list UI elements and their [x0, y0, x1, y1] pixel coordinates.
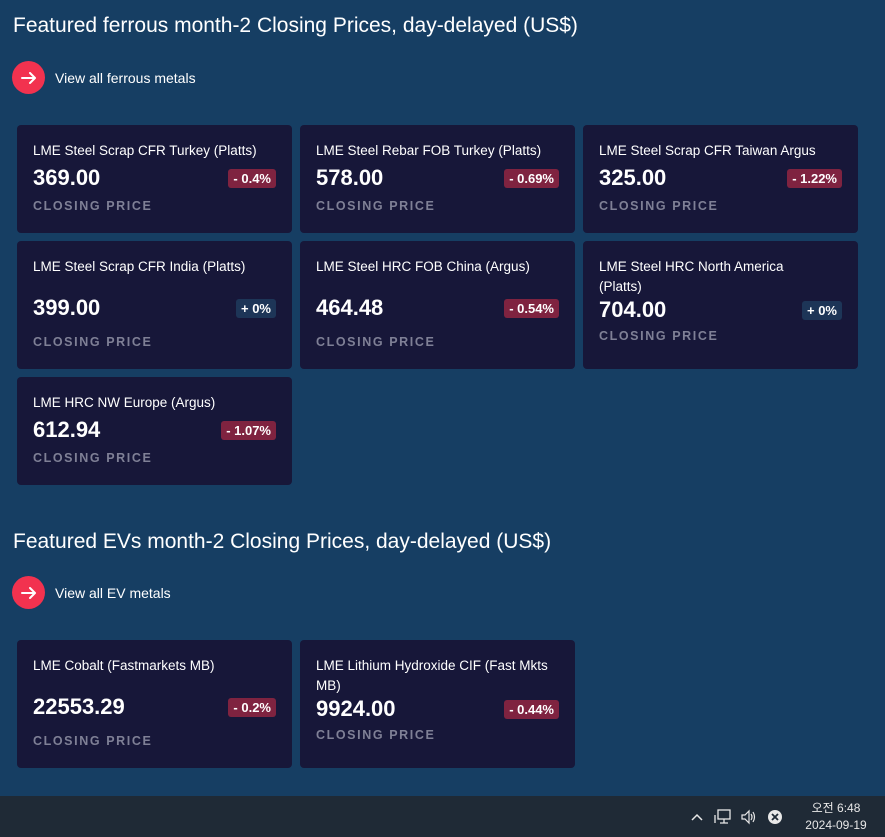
- change-badge: + 0%: [236, 298, 276, 318]
- card-name: LME Steel Scrap CFR Taiwan Argus: [599, 143, 816, 158]
- taskbar: 오전 6:48 2024-09-19: [0, 796, 885, 837]
- arrow-right-icon: [12, 61, 45, 94]
- card-price: 9924.00: [316, 696, 396, 721]
- ev-grid: LME Cobalt (Fastmarkets MB) 22553.29 - 0…: [17, 640, 858, 768]
- view-all-ev-link[interactable]: View all EV metals: [12, 576, 171, 609]
- card-price: 399.00: [33, 295, 101, 320]
- clock-time: 오전 6:48: [811, 800, 861, 815]
- card-name: LME Steel Scrap CFR Turkey (Platts): [33, 143, 257, 158]
- card-price: 22553.29: [33, 694, 125, 719]
- card-label: CLOSING PRICE: [599, 329, 719, 343]
- card-label: CLOSING PRICE: [316, 728, 436, 742]
- card-price: 369.00: [33, 165, 101, 190]
- ferrous-section-title: Featured ferrous month-2 Closing Prices,…: [13, 14, 578, 37]
- card-label: CLOSING PRICE: [33, 199, 153, 213]
- card-price: 578.00: [316, 165, 384, 190]
- price-card[interactable]: LME Lithium Hydroxide CIF (Fast Mkts MB)…: [300, 640, 575, 768]
- card-label: CLOSING PRICE: [33, 335, 153, 349]
- card-price: 612.94: [33, 417, 101, 442]
- card-price: 464.48: [316, 295, 384, 320]
- chevron-up-icon[interactable]: [687, 807, 707, 827]
- card-name: LME Steel HRC FOB China (Argus): [316, 259, 530, 274]
- arrow-right-icon: [12, 576, 45, 609]
- card-name: LME Steel Scrap CFR India (Platts): [33, 259, 246, 274]
- network-icon[interactable]: [713, 807, 733, 827]
- price-card[interactable]: LME HRC NW Europe (Argus) 612.94 - 1.07%…: [17, 377, 292, 485]
- card-name: LME Steel Rebar FOB Turkey (Platts): [316, 143, 542, 158]
- price-card[interactable]: LME Steel Rebar FOB Turkey (Platts) 578.…: [300, 125, 575, 233]
- price-card[interactable]: LME Steel HRC North America (Platts) 704…: [583, 241, 858, 369]
- price-card[interactable]: LME Steel Scrap CFR India (Platts) 399.0…: [17, 241, 292, 369]
- volume-icon[interactable]: [739, 807, 759, 827]
- ev-section-title: Featured EVs month-2 Closing Prices, day…: [13, 530, 552, 553]
- clock[interactable]: 오전 6:48 2024-09-19: [797, 800, 875, 834]
- system-tray: 오전 6:48 2024-09-19: [687, 796, 885, 837]
- card-price: 704.00: [599, 297, 667, 322]
- change-badge: - 1.22%: [787, 168, 842, 188]
- change-badge: - 1.07%: [221, 420, 276, 440]
- ferrous-grid: LME Steel Scrap CFR Turkey (Platts) 369.…: [17, 125, 858, 485]
- change-badge: - 0.44%: [504, 699, 559, 719]
- price-card[interactable]: LME Steel HRC FOB China (Argus) 464.48 -…: [300, 241, 575, 369]
- view-all-ev-label: View all EV metals: [55, 584, 171, 601]
- card-label: CLOSING PRICE: [33, 451, 153, 465]
- price-card[interactable]: LME Steel Scrap CFR Taiwan Argus 325.00 …: [583, 125, 858, 233]
- card-label: CLOSING PRICE: [33, 734, 153, 748]
- card-price: 325.00: [599, 165, 667, 190]
- card-name: LME Lithium Hydroxide CIF (Fast Mkts MB): [316, 658, 548, 693]
- close-circle-icon[interactable]: [765, 807, 785, 827]
- card-name: LME Steel HRC North America (Platts): [599, 259, 784, 294]
- card-label: CLOSING PRICE: [599, 199, 719, 213]
- change-badge: - 0.69%: [504, 168, 559, 188]
- card-name: LME Cobalt (Fastmarkets MB): [33, 658, 215, 673]
- view-all-ferrous-link[interactable]: View all ferrous metals: [12, 61, 196, 94]
- change-badge: - 0.2%: [228, 697, 276, 717]
- card-label: CLOSING PRICE: [316, 335, 436, 349]
- price-card[interactable]: LME Steel Scrap CFR Turkey (Platts) 369.…: [17, 125, 292, 233]
- change-badge: + 0%: [802, 300, 842, 320]
- card-name: LME HRC NW Europe (Argus): [33, 395, 216, 410]
- price-card[interactable]: LME Cobalt (Fastmarkets MB) 22553.29 - 0…: [17, 640, 292, 768]
- change-badge: - 0.54%: [504, 298, 559, 318]
- card-label: CLOSING PRICE: [316, 199, 436, 213]
- clock-date: 2024-09-19: [805, 817, 867, 832]
- view-all-ferrous-label: View all ferrous metals: [55, 69, 196, 86]
- change-badge: - 0.4%: [228, 168, 276, 188]
